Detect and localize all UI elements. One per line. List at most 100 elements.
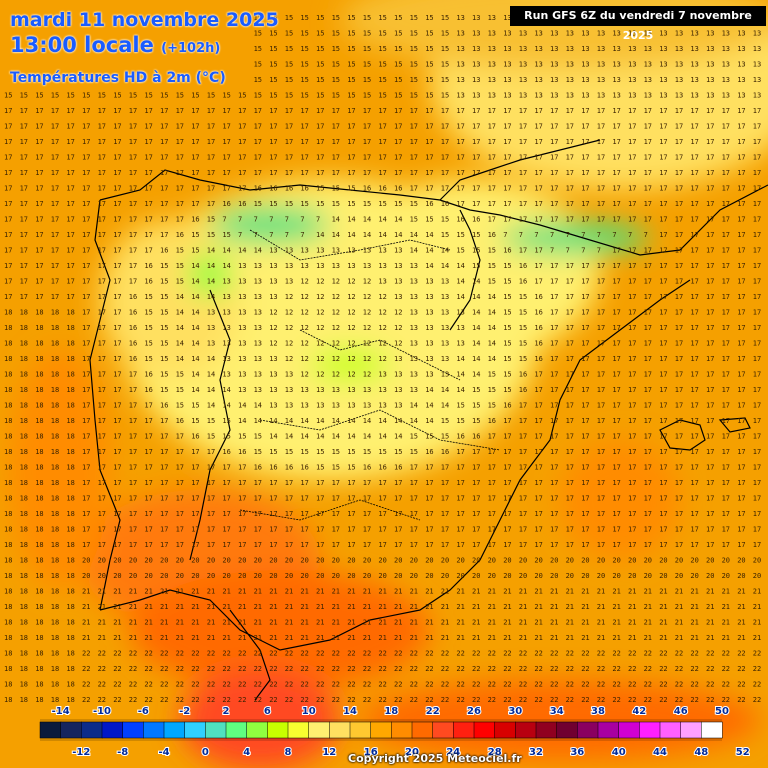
svg-text:17: 17 xyxy=(425,526,433,534)
svg-text:20: 20 xyxy=(269,557,277,565)
svg-text:21: 21 xyxy=(675,603,683,611)
svg-text:17: 17 xyxy=(753,433,761,441)
svg-text:17: 17 xyxy=(675,495,683,503)
svg-text:18: 18 xyxy=(66,479,74,487)
svg-text:13: 13 xyxy=(581,76,589,84)
svg-text:21: 21 xyxy=(722,588,730,596)
svg-text:13: 13 xyxy=(222,355,230,363)
svg-text:22: 22 xyxy=(519,650,527,658)
svg-text:13: 13 xyxy=(472,30,480,38)
svg-text:17: 17 xyxy=(581,541,589,549)
svg-text:17: 17 xyxy=(597,309,605,317)
svg-text:18: 18 xyxy=(51,371,59,379)
svg-text:14: 14 xyxy=(472,355,480,363)
svg-text:17: 17 xyxy=(113,448,121,456)
svg-text:17: 17 xyxy=(534,417,542,425)
svg-text:17: 17 xyxy=(488,541,496,549)
svg-text:15: 15 xyxy=(456,231,464,239)
svg-text:12: 12 xyxy=(316,293,324,301)
svg-text:17: 17 xyxy=(597,200,605,208)
svg-text:17: 17 xyxy=(82,526,90,534)
svg-text:15: 15 xyxy=(410,30,418,38)
svg-text:22: 22 xyxy=(737,681,745,689)
svg-text:15: 15 xyxy=(503,355,511,363)
svg-text:15: 15 xyxy=(378,200,386,208)
svg-text:13: 13 xyxy=(425,371,433,379)
svg-text:17: 17 xyxy=(722,324,730,332)
svg-text:14: 14 xyxy=(363,417,371,425)
svg-text:13: 13 xyxy=(347,386,355,394)
svg-text:17: 17 xyxy=(98,526,106,534)
svg-text:17: 17 xyxy=(628,293,636,301)
svg-text:17: 17 xyxy=(706,448,714,456)
svg-text:17: 17 xyxy=(644,541,652,549)
svg-text:15: 15 xyxy=(191,231,199,239)
svg-text:22: 22 xyxy=(410,650,418,658)
svg-text:18: 18 xyxy=(20,433,28,441)
svg-text:15: 15 xyxy=(316,30,324,38)
svg-text:17: 17 xyxy=(503,526,511,534)
svg-text:22: 22 xyxy=(722,665,730,673)
svg-text:13: 13 xyxy=(394,278,402,286)
svg-text:14: 14 xyxy=(425,247,433,255)
svg-text:17: 17 xyxy=(550,324,558,332)
svg-text:15: 15 xyxy=(363,61,371,69)
svg-text:17: 17 xyxy=(550,371,558,379)
svg-text:22: 22 xyxy=(207,696,215,704)
svg-text:15: 15 xyxy=(238,92,246,100)
svg-text:13: 13 xyxy=(644,61,652,69)
svg-text:22: 22 xyxy=(222,665,230,673)
colorbar-swatch xyxy=(122,721,144,739)
svg-text:17: 17 xyxy=(690,495,698,503)
svg-text:16: 16 xyxy=(129,293,137,301)
svg-text:21: 21 xyxy=(191,619,199,627)
svg-text:22: 22 xyxy=(394,681,402,689)
svg-text:15: 15 xyxy=(363,76,371,84)
svg-text:17: 17 xyxy=(737,247,745,255)
svg-text:22: 22 xyxy=(144,650,152,658)
svg-text:13: 13 xyxy=(238,293,246,301)
svg-text:17: 17 xyxy=(238,510,246,518)
svg-text:22: 22 xyxy=(410,681,418,689)
svg-text:17: 17 xyxy=(737,138,745,146)
svg-text:15: 15 xyxy=(191,402,199,410)
svg-text:17: 17 xyxy=(706,123,714,131)
svg-text:17: 17 xyxy=(581,107,589,115)
svg-text:17: 17 xyxy=(238,479,246,487)
svg-text:15: 15 xyxy=(441,14,449,22)
svg-text:17: 17 xyxy=(612,340,620,348)
svg-text:18: 18 xyxy=(51,355,59,363)
colorbar-label: -4 xyxy=(158,747,169,758)
svg-text:14: 14 xyxy=(207,371,215,379)
colorbar-label: 12 xyxy=(322,747,336,758)
svg-text:14: 14 xyxy=(222,247,230,255)
svg-text:17: 17 xyxy=(706,464,714,472)
svg-text:17: 17 xyxy=(644,417,652,425)
svg-text:13: 13 xyxy=(254,293,262,301)
svg-text:17: 17 xyxy=(612,433,620,441)
svg-text:17: 17 xyxy=(176,216,184,224)
svg-text:22: 22 xyxy=(363,665,371,673)
svg-text:17: 17 xyxy=(191,123,199,131)
svg-text:17: 17 xyxy=(332,138,340,146)
svg-text:20: 20 xyxy=(706,557,714,565)
svg-text:18: 18 xyxy=(20,386,28,394)
svg-text:22: 22 xyxy=(238,681,246,689)
svg-text:22: 22 xyxy=(503,650,511,658)
svg-text:15: 15 xyxy=(300,45,308,53)
svg-text:17: 17 xyxy=(722,402,730,410)
colorbar-swatch xyxy=(143,721,165,739)
svg-text:17: 17 xyxy=(82,448,90,456)
svg-text:17: 17 xyxy=(566,402,574,410)
svg-text:17: 17 xyxy=(51,293,59,301)
svg-text:22: 22 xyxy=(456,681,464,689)
svg-text:16: 16 xyxy=(534,324,542,332)
svg-text:12: 12 xyxy=(363,355,371,363)
svg-text:18: 18 xyxy=(20,526,28,534)
svg-text:17: 17 xyxy=(4,107,12,115)
svg-text:17: 17 xyxy=(644,371,652,379)
svg-text:21: 21 xyxy=(488,603,496,611)
svg-text:21: 21 xyxy=(378,603,386,611)
svg-text:17: 17 xyxy=(737,169,745,177)
svg-text:17: 17 xyxy=(628,309,636,317)
